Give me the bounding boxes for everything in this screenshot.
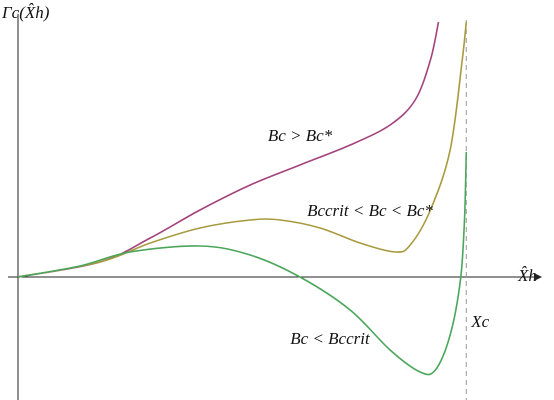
- series-label: Bccrit < Bc < Bc*: [307, 201, 433, 220]
- series-label: Bc < Bccrit: [290, 329, 371, 348]
- vline-label: Xc: [470, 312, 489, 331]
- x-axis-arrow: [534, 273, 542, 281]
- series-line: [17, 151, 468, 376]
- y-axis-label: Γc(X̂h): [1, 3, 50, 22]
- series-label: Bc > Bc*: [268, 126, 333, 145]
- series-line: [17, 21, 440, 278]
- series-line: [17, 21, 468, 278]
- x-axis-label: X̂h: [517, 266, 537, 285]
